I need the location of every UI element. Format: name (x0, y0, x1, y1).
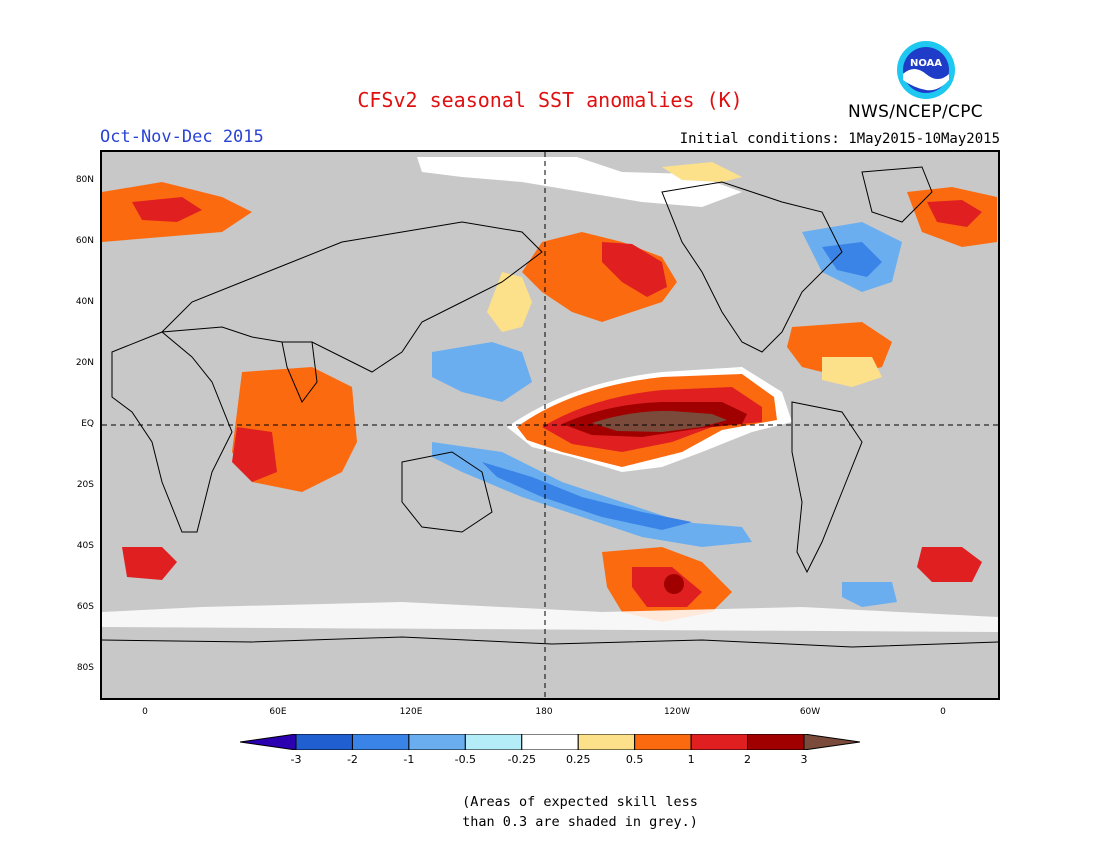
sst-anomaly-map (100, 150, 1000, 700)
colorbar-segment-min (240, 734, 297, 750)
anomaly-field (102, 157, 998, 698)
spac-darkred (664, 574, 684, 594)
wpac-blue (432, 342, 532, 402)
indian-red (232, 427, 277, 482)
colorbar-tick-label: 0.25 (565, 753, 591, 766)
satl-red-west (122, 547, 177, 580)
natl-blue2 (822, 242, 882, 277)
lat-label-80n: 80N (75, 175, 94, 185)
lon-label-180: 180 (535, 707, 553, 717)
map-canvas (102, 152, 998, 698)
colorbar (240, 734, 860, 750)
coastlines (102, 166, 998, 648)
nepac-red (602, 242, 667, 297)
satl-red (917, 547, 982, 582)
antarctica-outline (102, 636, 998, 648)
india-outline (281, 341, 318, 403)
page-title: CFSv2 seasonal SST anomalies (K) (357, 88, 743, 112)
spac-blue2 (482, 462, 692, 530)
lat-label-60n: 60N (75, 236, 94, 246)
lat-label-60s: 60S (76, 602, 94, 612)
australia-outline (401, 451, 493, 533)
colorbar-tick-label: -2 (346, 753, 358, 766)
colorbar-tick-label: 0.5 (625, 753, 644, 766)
arctic-yellow-patch (662, 162, 742, 182)
lat-label-40n: 40N (75, 297, 94, 307)
lat-label-20s: 20S (76, 480, 94, 490)
colorbar-tick-label: 3 (800, 753, 808, 766)
lon-label-120e: 120E (399, 707, 423, 717)
lon-label-0-east: 0 (940, 707, 946, 717)
svg-text:NOAA: NOAA (910, 58, 942, 69)
colorbar-segment (408, 734, 466, 750)
colorbar-tick-label: 2 (744, 753, 752, 766)
nepac-yellow (487, 272, 532, 332)
arctic-white-patch (417, 157, 742, 207)
lon-label-0: 0 (142, 707, 148, 717)
lon-label-60e: 60E (269, 707, 287, 717)
colorbar-segment (690, 734, 749, 750)
greenland-outline (861, 166, 933, 223)
colorbar-segment (464, 734, 523, 750)
africa-outline (111, 331, 233, 533)
arctic-west-red (132, 197, 202, 222)
pac-brown (592, 410, 727, 432)
lat-label-20n: 20N (75, 358, 94, 368)
colorbar-segment-max (803, 734, 860, 750)
colorbar-segment (351, 734, 410, 750)
natl-yellow (822, 357, 882, 387)
noaa-logo: NOAA (897, 41, 955, 99)
lat-label-eq: EQ (81, 419, 94, 429)
colorbar-tick-label: -1 (403, 753, 415, 766)
antarctica-grey (102, 627, 998, 698)
north-america-outline (661, 181, 843, 353)
lat-label-40s: 40S (76, 541, 94, 551)
colorbar-segment (747, 734, 805, 750)
lon-label-120w: 120W (663, 707, 691, 717)
skill-note-line2: than 0.3 are shaded in grey.) (462, 814, 698, 830)
colorbar-segment (634, 734, 692, 750)
arctic-atl-red (927, 200, 982, 227)
skill-note-line1: (Areas of expected skill less (462, 794, 698, 810)
colorbar-tick-label: -0.25 (507, 753, 536, 766)
colorbar-tick-label: -3 (290, 753, 302, 766)
colorbar-segment (521, 734, 579, 750)
initial-conditions-label: Initial conditions: 1May2015-10May2015 (679, 131, 1000, 147)
soc-blue (842, 582, 897, 607)
south-america-outline (791, 401, 863, 574)
lon-label-60w: 60W (799, 707, 821, 717)
colorbar-segment (577, 734, 636, 750)
skill-note: (Areas of expected skill less than 0.3 a… (440, 792, 720, 832)
colorbar-segment (295, 734, 353, 750)
colorbar-tick-label: -0.5 (454, 753, 477, 766)
season-label: Oct-Nov-Dec 2015 (100, 127, 264, 147)
agency-label: NWS/NCEP/CPC (848, 102, 983, 122)
lat-label-80s: 80S (76, 663, 94, 673)
colorbar-tick-label: 1 (687, 753, 695, 766)
